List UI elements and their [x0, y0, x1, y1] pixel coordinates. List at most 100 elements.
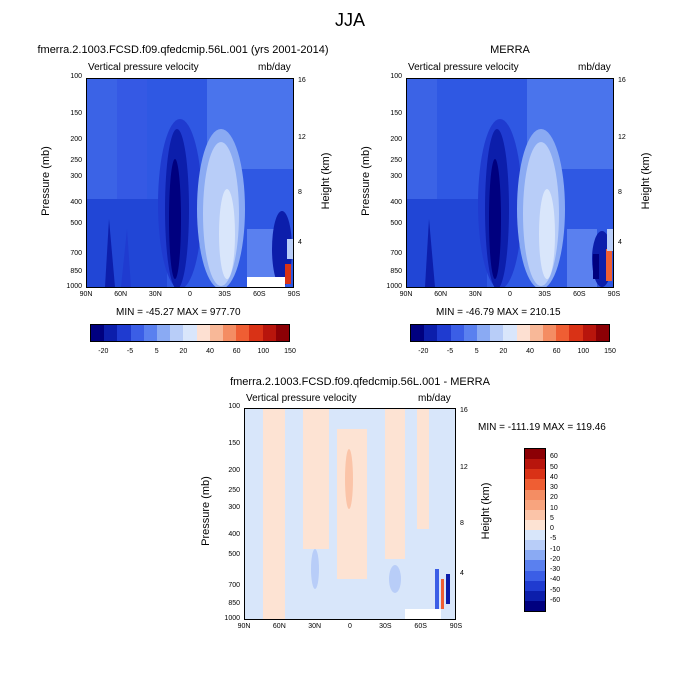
colorbar-swatch — [525, 489, 545, 500]
figure-title: JJA — [334, 10, 365, 30]
panel2-ytick: 500 — [390, 219, 402, 227]
panel3-ytick: 300 — [228, 504, 240, 512]
panel3-colorbar — [524, 448, 546, 612]
colorbar-swatch — [516, 325, 530, 341]
panel3-ytick: 100 — [228, 403, 240, 410]
panel2-colorbar-label: -5 — [446, 348, 454, 355]
panel2-title: MERRA — [490, 44, 530, 56]
panel1-colorbar-label: 150 — [284, 348, 296, 355]
panel2-ytick: 250 — [390, 156, 402, 164]
panel3-xtick: 60N — [272, 623, 286, 630]
panel2-colorbar-label: 20 — [499, 348, 508, 355]
colorbar-swatch — [490, 325, 504, 341]
panel2-y2tick: 16 — [618, 77, 626, 85]
panel2-left-title: Vertical pressure velocity — [408, 62, 519, 73]
panel3-xtick: 90N — [237, 623, 251, 630]
panel3-xtick: 90S — [449, 623, 463, 630]
colorbar-swatch — [525, 590, 545, 601]
panel3-ytick: 1000 — [224, 615, 240, 622]
panel3-ytick: 250 — [228, 487, 240, 495]
panel2-y2tick: 4 — [618, 238, 622, 246]
panel2-ytick: 200 — [390, 136, 402, 144]
panel3-colorbar-label: 50 — [550, 463, 558, 471]
panel2-colorbar-label: 60 — [552, 348, 561, 355]
panel3-ytick: 850 — [228, 600, 240, 608]
colorbar-swatch — [543, 325, 557, 341]
colorbar-swatch — [196, 325, 210, 341]
colorbar-swatch — [236, 325, 250, 341]
panel1-left-title: Vertical pressure velocity — [88, 62, 199, 73]
colorbar-swatch — [525, 469, 545, 480]
colorbar-swatch — [569, 325, 583, 341]
panel2-xtick: 0 — [508, 291, 512, 298]
panel3-colorbar-label: -50 — [550, 586, 561, 594]
panel3-y2label: Height (km) — [480, 482, 492, 540]
colorbar-swatch — [411, 325, 425, 341]
panel2-y2tick: 8 — [618, 188, 622, 196]
panel3-ylabel: Pressure (mb) — [200, 476, 212, 546]
panel2-units: mb/day — [578, 62, 611, 73]
colorbar-swatch — [525, 600, 545, 611]
panel2-ytick: 1000 — [386, 283, 402, 290]
panel1-xtick: 90N — [79, 291, 93, 298]
colorbar-swatch — [477, 325, 491, 341]
panel1-units: mb/day — [258, 62, 291, 73]
panel1-ytick: 300 — [70, 173, 82, 181]
panel1-y2tick: 4 — [298, 238, 302, 246]
colorbar-swatch — [525, 479, 545, 490]
panel1-ytick: 500 — [70, 219, 82, 227]
panel2-xtick: 60S — [573, 291, 586, 298]
colorbar-swatch — [157, 325, 171, 341]
panel3-ytick: 200 — [228, 466, 240, 474]
panel3-ytick: 150 — [228, 440, 240, 448]
panel1-colorbar-label: -5 — [126, 348, 134, 355]
panel1-y2tick: 12 — [298, 133, 306, 141]
panel2-colorbar — [410, 324, 610, 342]
panel3-colorbar-label: -60 — [550, 596, 561, 604]
colorbar-swatch — [223, 325, 237, 341]
panel1-colorbar-label: 100 — [257, 348, 270, 355]
panel1-xtick: 30N — [148, 291, 162, 298]
panel1-ytick: 400 — [70, 199, 82, 207]
colorbar-swatch — [525, 540, 545, 551]
colorbar-swatch — [437, 325, 451, 341]
panel1-ytick: 250 — [70, 156, 82, 164]
panel3-xtick: 30S — [379, 623, 392, 630]
panel1-colorbar-label: 60 — [232, 348, 241, 355]
panel1-ytick: 850 — [70, 268, 82, 276]
colorbar-swatch — [170, 325, 184, 341]
panel1-ytick: 1000 — [66, 283, 82, 290]
panel3-y2tick: 16 — [460, 407, 468, 415]
colorbar-swatch — [463, 325, 478, 341]
panel1-colorbar-label: -20 — [98, 348, 109, 355]
colorbar-swatch — [143, 325, 158, 341]
panel3-ytick: 500 — [228, 551, 240, 559]
panel2-stats: MIN = -46.79 MAX = 210.15 — [436, 307, 561, 318]
panel3-colorbar-label: 5 — [550, 514, 554, 522]
panel2-xtick: 90N — [399, 291, 413, 298]
colorbar-swatch — [556, 325, 570, 341]
panel2-ytick: 300 — [390, 173, 402, 181]
panel2-plot — [406, 78, 614, 288]
panel1-xtick: 60N — [114, 291, 128, 298]
panel3-y2tick: 8 — [460, 519, 464, 527]
panel3-colorbar-label: -10 — [550, 545, 561, 553]
panel3-colorbar-label: 40 — [550, 473, 558, 481]
panel3-colorbar-label: -20 — [550, 555, 561, 563]
panel3-plot — [244, 408, 456, 620]
colorbar-swatch — [525, 550, 545, 561]
panel1-colorbar-label: 40 — [206, 348, 214, 355]
colorbar-swatch — [525, 530, 545, 541]
panel2-colorbar-label: 5 — [474, 348, 479, 355]
panel3-title: fmerra.2.1003.FCSD.f09.qfedcmip.56L.001 … — [230, 376, 490, 388]
panel2-ytick: 850 — [390, 268, 402, 276]
colorbar-swatch — [595, 325, 610, 341]
panel2-xtick: 90S — [607, 291, 621, 298]
colorbar-swatch — [525, 449, 545, 460]
panel1-y2label: Height (km) — [320, 152, 332, 210]
panel3-units: mb/day — [418, 393, 451, 404]
colorbar-swatch — [91, 325, 105, 341]
panel1-ytick: 700 — [70, 250, 82, 258]
panel3-colorbar-label: -5 — [550, 535, 557, 543]
panel2-ytick: 100 — [390, 73, 402, 80]
